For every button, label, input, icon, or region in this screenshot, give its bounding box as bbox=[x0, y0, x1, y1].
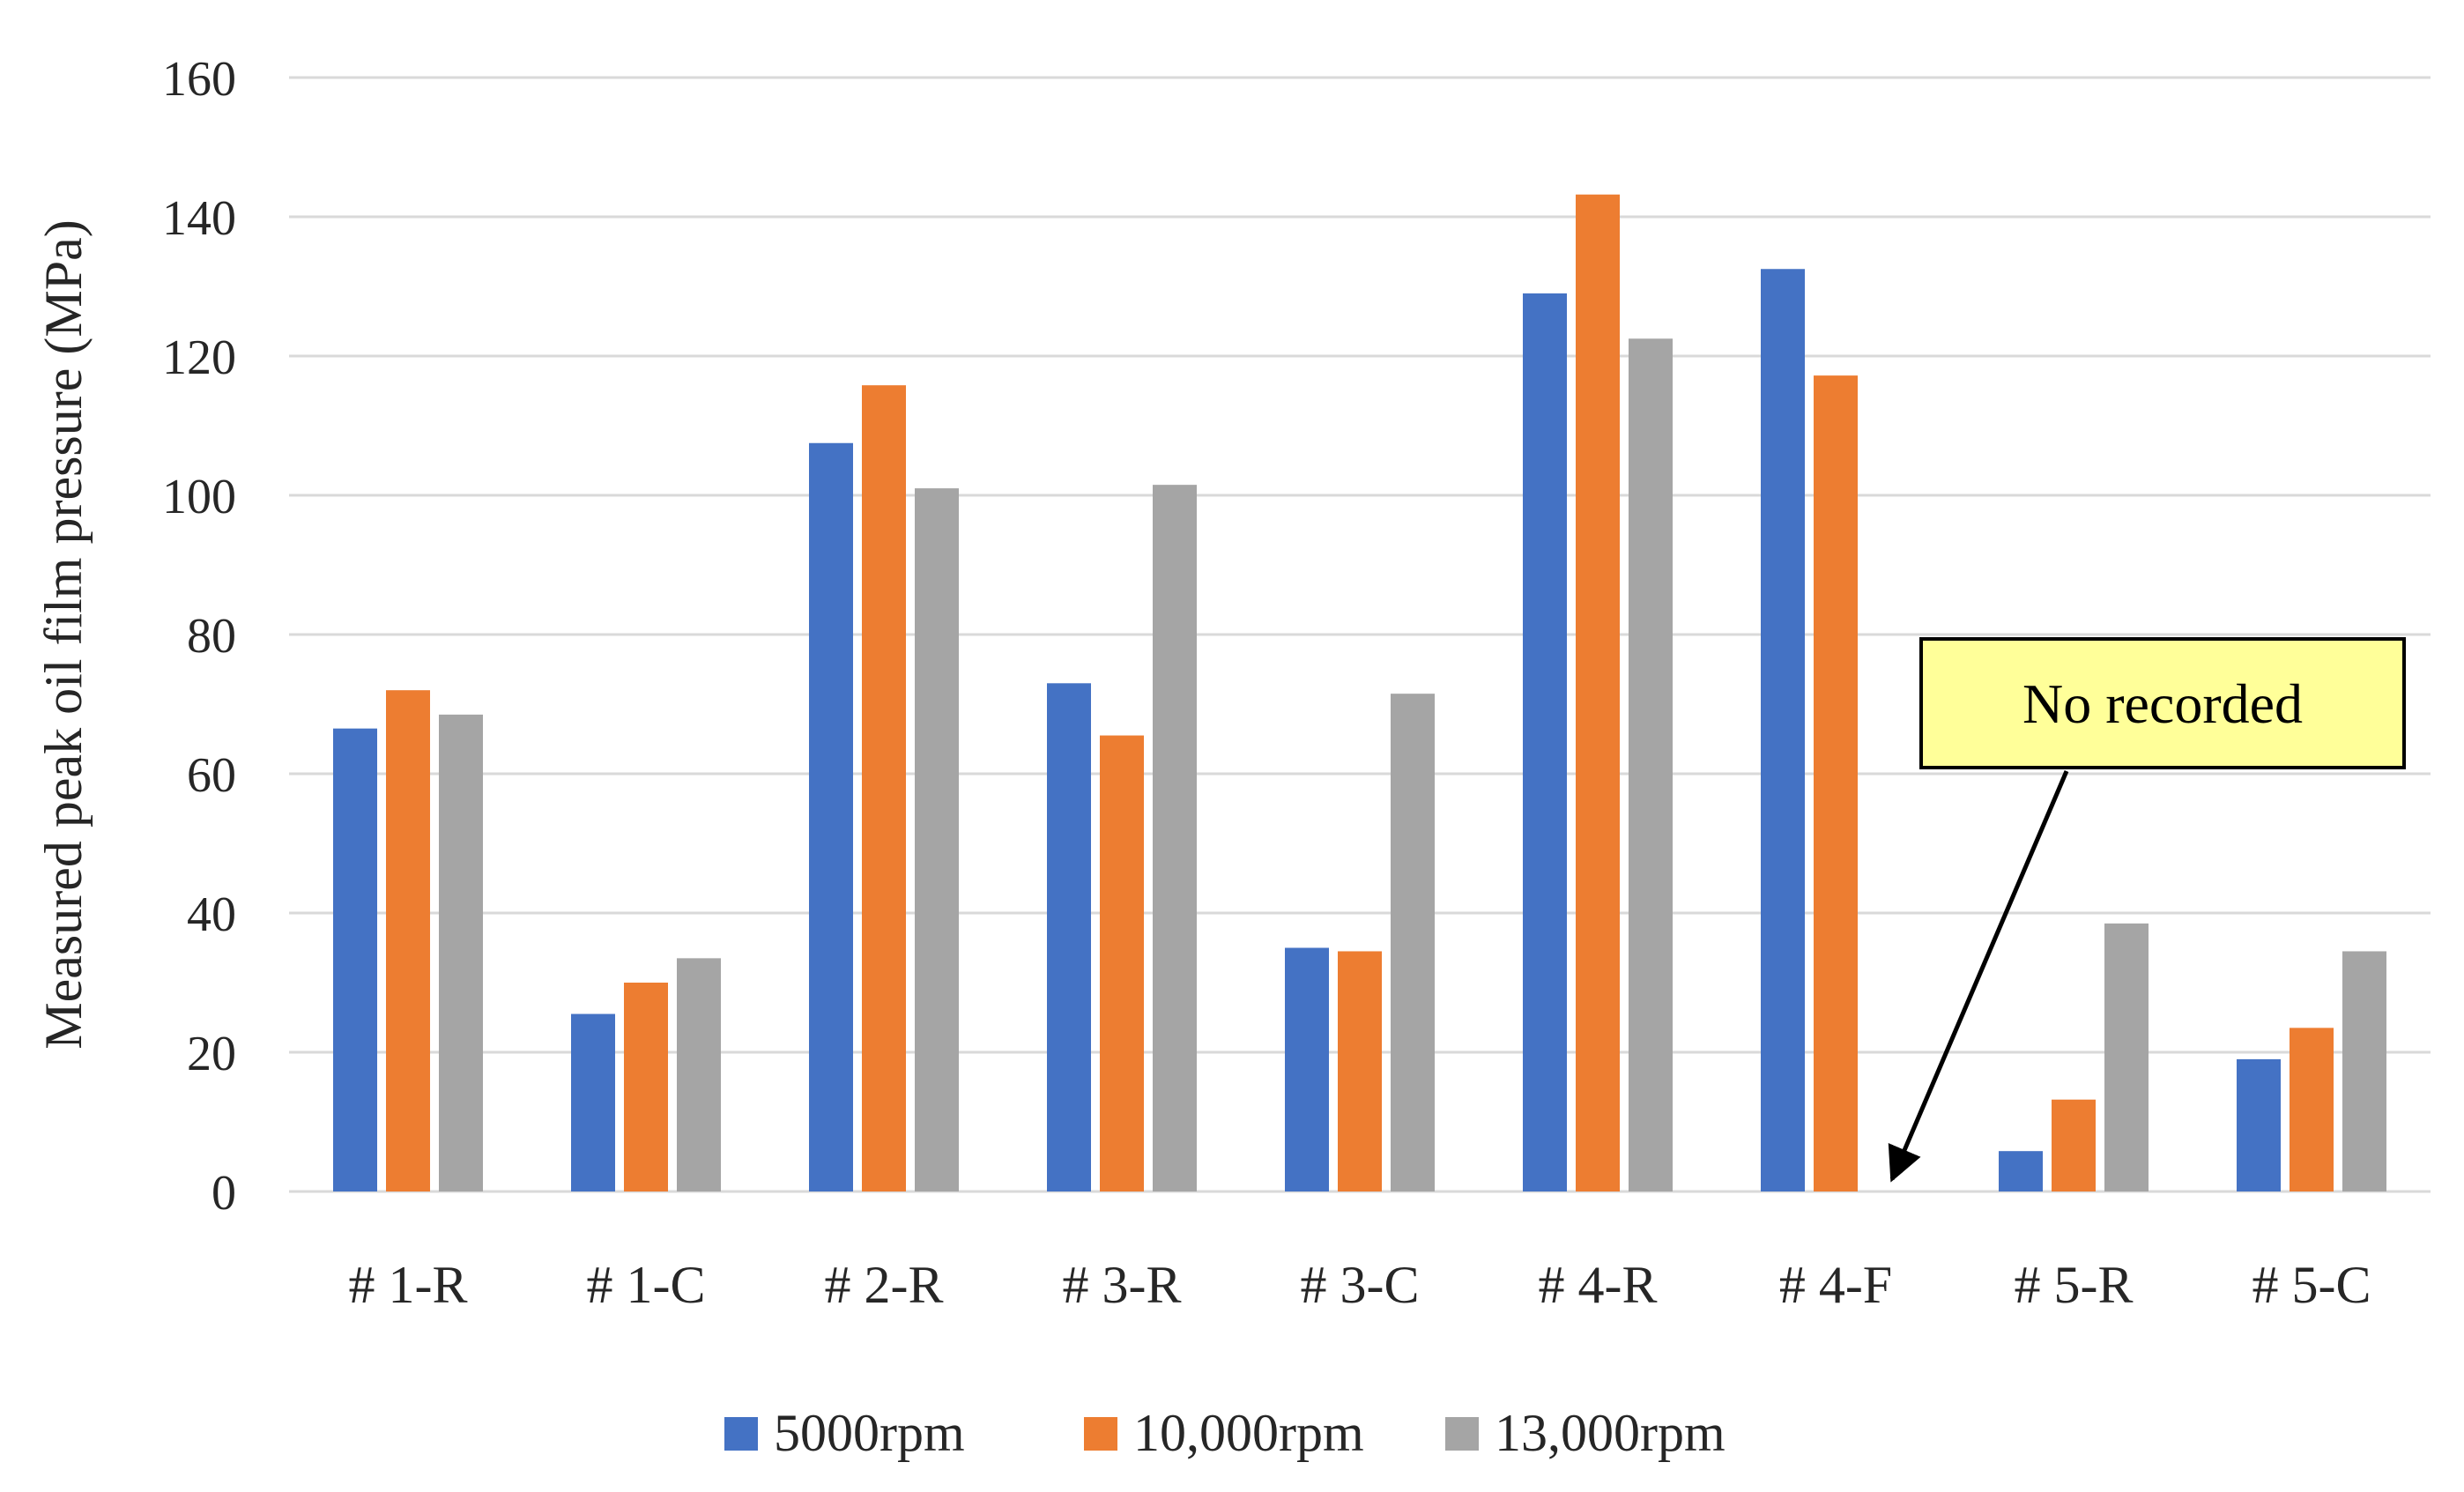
bar-5000rpm-1c bbox=[571, 1013, 615, 1191]
y-tick-label: 20 bbox=[187, 1027, 236, 1081]
x-category-label: # 5-R bbox=[2015, 1256, 2134, 1314]
annotation-no-recorded: No recorded bbox=[1888, 637, 2406, 1183]
y-axis-ticks: 0 20 40 60 80 100 120 140 160 bbox=[162, 52, 236, 1221]
bar-10000rpm-5c bbox=[2290, 1028, 2334, 1191]
legend-label: 13,000rpm bbox=[1495, 1404, 1726, 1462]
x-axis-categories: # 1-R # 1-C # 2-R # 3-R # 3-C # 4-R # 4-F # 5-R… bbox=[349, 1256, 2371, 1314]
bars bbox=[333, 194, 2386, 1192]
bar-13000rpm-2r bbox=[915, 488, 959, 1191]
bar-13000rpm-3r bbox=[1153, 485, 1197, 1191]
y-tick-label: 100 bbox=[162, 470, 236, 524]
y-axis-label: Measured peak oil film pressure (MPa) bbox=[34, 219, 93, 1049]
y-tick-label: 60 bbox=[187, 748, 236, 803]
bar-5000rpm-3r bbox=[1047, 683, 1091, 1191]
x-category-label: # 4-F bbox=[1779, 1256, 1892, 1314]
legend-label: 5000rpm bbox=[774, 1404, 965, 1462]
legend: 5000rpm 10,000rpm 13,000rpm bbox=[724, 1404, 1726, 1462]
x-category-label: # 2-R bbox=[825, 1256, 944, 1314]
y-tick-label: 160 bbox=[162, 52, 236, 107]
bar-13000rpm-3c bbox=[1391, 694, 1435, 1191]
bar-5000rpm-3c bbox=[1285, 947, 1329, 1191]
y-tick-label: 120 bbox=[162, 330, 236, 385]
bar-5000rpm-5c bbox=[2237, 1058, 2281, 1191]
bar-13000rpm-5c bbox=[2342, 951, 2386, 1191]
bar-10000rpm-4f bbox=[1814, 375, 1858, 1191]
bar-13000rpm-4r bbox=[1629, 338, 1673, 1191]
bar-5000rpm-4r bbox=[1523, 293, 1567, 1191]
annotation-arrow bbox=[1888, 770, 2069, 1183]
bar-10000rpm-1c bbox=[624, 983, 668, 1191]
legend-swatch bbox=[724, 1417, 758, 1451]
y-tick-label: 0 bbox=[212, 1166, 236, 1221]
bar-5000rpm-2r bbox=[809, 442, 853, 1191]
legend-swatch bbox=[1084, 1417, 1117, 1451]
bar-13000rpm-1r bbox=[439, 714, 483, 1191]
bar-10000rpm-5r bbox=[2052, 1099, 2096, 1191]
x-category-label: # 1-R bbox=[349, 1256, 468, 1314]
y-tick-label: 140 bbox=[162, 191, 236, 246]
bar-5000rpm-4f bbox=[1761, 269, 1805, 1191]
annotation-box bbox=[1919, 637, 2406, 769]
x-category-label: # 3-R bbox=[1063, 1256, 1182, 1314]
x-category-label: # 3-C bbox=[1301, 1256, 1420, 1314]
legend-swatch bbox=[1445, 1417, 1479, 1451]
annotation-text: No recorded bbox=[2022, 672, 2303, 735]
bar-13000rpm-1c bbox=[677, 958, 721, 1191]
bar-5000rpm-1r bbox=[333, 728, 377, 1191]
x-category-label: # 4-R bbox=[1539, 1256, 1658, 1314]
x-category-label: # 1-C bbox=[587, 1256, 706, 1314]
y-tick-label: 40 bbox=[187, 887, 236, 942]
y-tick-label: 80 bbox=[187, 609, 236, 664]
bar-10000rpm-1r bbox=[386, 690, 430, 1191]
bar-13000rpm-5r bbox=[2104, 923, 2149, 1191]
bar-5000rpm-5r bbox=[1999, 1151, 2043, 1191]
x-category-label: # 5-C bbox=[2252, 1256, 2371, 1314]
bar-10000rpm-2r bbox=[862, 385, 906, 1191]
bar-10000rpm-3r bbox=[1100, 735, 1144, 1191]
legend-label: 10,000rpm bbox=[1133, 1404, 1364, 1462]
bar-10000rpm-3c bbox=[1338, 951, 1382, 1191]
bar-10000rpm-4r bbox=[1576, 194, 1620, 1192]
